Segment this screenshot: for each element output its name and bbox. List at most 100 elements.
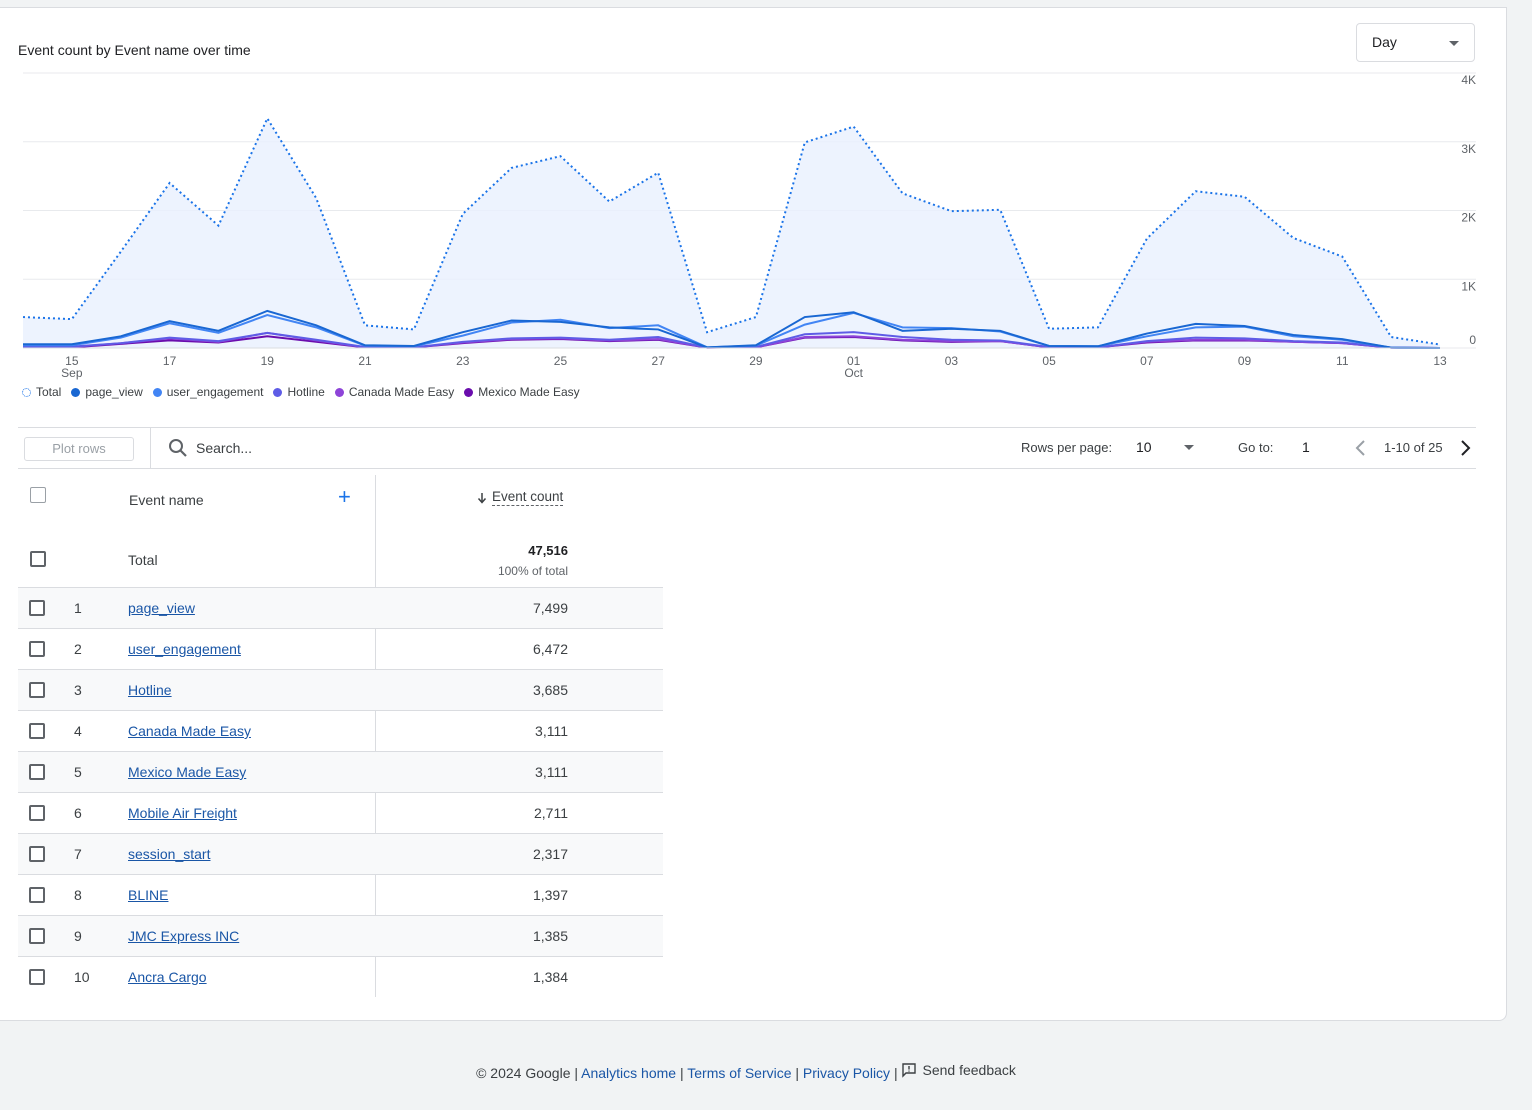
series-line-total: [22, 116, 1441, 346]
legend-item[interactable]: user_engagement: [152, 385, 263, 399]
copyright: © 2024 Google |: [476, 1065, 579, 1081]
search-input[interactable]: [194, 436, 498, 460]
row-number: 1: [74, 600, 82, 616]
sort-arrow-down-icon: [477, 492, 487, 504]
event-name-link[interactable]: page_view: [128, 600, 195, 616]
event-count-value: 3,685: [532, 682, 568, 698]
series-line-page-view: [23, 309, 1441, 349]
goto-label: Go to:: [1238, 440, 1274, 455]
table-row: 2 user_engagement 6,472: [18, 628, 663, 669]
legend-swatch: [22, 387, 31, 397]
row-checkbox[interactable]: [29, 641, 45, 657]
legend-swatch: [334, 387, 344, 397]
chevron-left-icon[interactable]: [1354, 439, 1368, 457]
y-tick-label: 2K: [1461, 211, 1476, 225]
analytics-home-link[interactable]: Analytics home: [581, 1065, 677, 1081]
legend-swatch: [152, 387, 162, 397]
legend-label: Hotline: [287, 385, 325, 399]
privacy-policy-link[interactable]: Privacy Policy: [802, 1065, 891, 1081]
column-header-event-count[interactable]: Event count: [477, 489, 564, 506]
event-count-value: 1,385: [532, 928, 568, 944]
footer: © 2024 Google | Analytics home | Terms o…: [476, 1062, 1016, 1081]
event-count-value: 3,111: [535, 723, 568, 739]
row-checkbox[interactable]: [29, 928, 45, 944]
event-name-link[interactable]: Mobile Air Freight: [128, 805, 237, 821]
legend-item[interactable]: Total: [22, 385, 61, 399]
table-row: 1 page_view 7,499: [18, 587, 663, 628]
terms-of-service-link[interactable]: Terms of Service: [687, 1065, 792, 1081]
row-checkbox[interactable]: [29, 682, 45, 698]
column-header-event-name[interactable]: Event name: [129, 492, 204, 508]
legend-item[interactable]: page_view: [71, 385, 143, 399]
plot-rows-button[interactable]: Plot rows: [24, 437, 134, 461]
row-checkbox[interactable]: [29, 805, 45, 821]
row-number: 2: [74, 641, 82, 657]
event-count-value: 2,317: [532, 846, 568, 862]
x-tick-month-label: Oct: [844, 366, 863, 380]
x-tick-label: 13: [1433, 354, 1447, 368]
select-all-checkbox[interactable]: [30, 487, 46, 503]
event-count-label: Event count: [492, 489, 564, 506]
legend-item[interactable]: Mexico Made Easy: [464, 385, 580, 399]
row-checkbox[interactable]: [29, 764, 45, 780]
row-number: 5: [74, 764, 82, 780]
x-tick-label: 29: [749, 354, 763, 368]
search-icon: [169, 439, 187, 457]
table-row: 10 Ancra Cargo 1,384: [18, 956, 663, 997]
event-name-link[interactable]: BLINE: [128, 887, 169, 903]
x-tick-label: 03: [945, 354, 959, 368]
legend-item[interactable]: Canada Made Easy: [334, 385, 454, 399]
goto-input[interactable]: 1: [1302, 439, 1310, 455]
table-row: 4 Canada Made Easy 3,111: [18, 710, 663, 751]
send-feedback-button[interactable]: Send feedback: [901, 1062, 1016, 1078]
event-count-value: 3,111: [535, 764, 568, 780]
table-row: 3 Hotline 3,685: [18, 669, 663, 710]
row-checkbox[interactable]: [29, 846, 45, 862]
event-name-link[interactable]: Hotline: [128, 682, 172, 698]
event-name-link[interactable]: Ancra Cargo: [128, 969, 207, 985]
event-name-link[interactable]: Mexico Made Easy: [128, 764, 247, 780]
event-name-link[interactable]: Canada Made Easy: [128, 723, 251, 739]
event-name-link[interactable]: JMC Express INC: [128, 928, 240, 944]
period-dropdown[interactable]: Day: [1356, 23, 1475, 62]
total-percent: 100% of total: [497, 564, 568, 578]
row-checkbox[interactable]: [29, 600, 45, 616]
event-name-link[interactable]: session_start: [128, 846, 211, 862]
total-label: Total: [128, 552, 158, 568]
chart-legend: Total page_view user_engagement Hotline Cana…: [22, 385, 580, 399]
total-row-checkbox[interactable]: [30, 551, 46, 567]
x-tick-label: 15: [65, 354, 79, 368]
table-toolbar: Plot rows Rows per page: 10 Go to: 1 1-1…: [18, 427, 1476, 469]
rows-per-page-label: Rows per page:: [1021, 440, 1113, 455]
row-checkbox[interactable]: [29, 887, 45, 903]
add-dimension-plus-icon[interactable]: +: [338, 484, 351, 509]
row-number: 8: [74, 887, 82, 903]
row-checkbox[interactable]: [29, 723, 45, 739]
toolbar-divider: [150, 428, 151, 468]
table-row: 7 session_start 2,317: [18, 833, 663, 874]
x-tick-label: 05: [1042, 354, 1056, 368]
x-tick-label: 27: [652, 354, 666, 368]
y-tick-label: 4K: [1461, 73, 1476, 87]
legend-swatch: [273, 387, 283, 397]
row-checkbox[interactable]: [29, 969, 45, 985]
legend-swatch: [71, 387, 81, 397]
chevron-right-icon[interactable]: [1458, 439, 1472, 457]
event-count-value: 1,397: [532, 887, 568, 903]
table-header: Event name + Event count Total 47,516 10…: [18, 467, 663, 587]
table-row: 9 JMC Express INC 1,385: [18, 915, 663, 956]
table-row: 5 Mexico Made Easy 3,111: [18, 751, 663, 792]
chart-title: Event count by Event name over time: [18, 42, 251, 58]
legend-item[interactable]: Hotline: [273, 385, 325, 399]
send-feedback-label: Send feedback: [922, 1062, 1016, 1078]
event-count-value: 6,472: [532, 641, 568, 657]
rows-per-page-select[interactable]: 10: [1136, 439, 1152, 455]
total-area: [23, 118, 1440, 348]
row-number: 7: [74, 846, 82, 862]
event-name-link[interactable]: user_engagement: [128, 641, 241, 657]
caret-down-icon[interactable]: [1184, 445, 1194, 450]
x-tick-label: 25: [554, 354, 568, 368]
table-row: 8 BLINE 1,397: [18, 874, 663, 915]
event-count-value: 2,711: [534, 805, 568, 821]
